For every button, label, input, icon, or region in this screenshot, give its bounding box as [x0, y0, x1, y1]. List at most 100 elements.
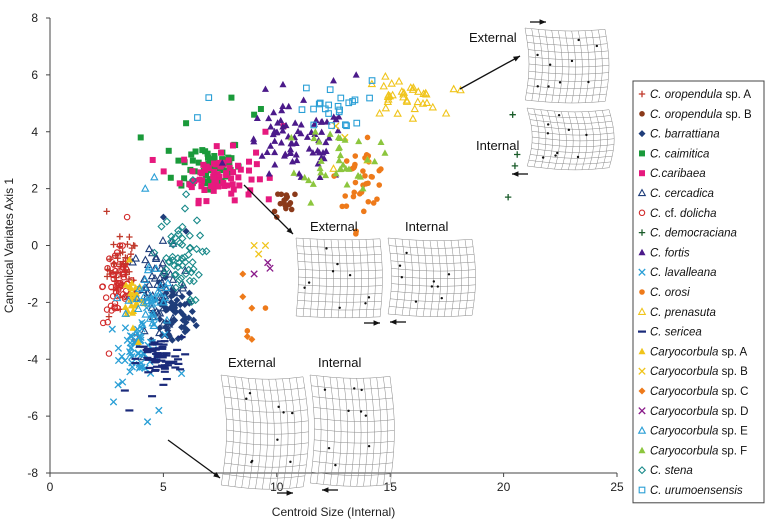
grid-line	[526, 92, 607, 97]
series-18	[287, 128, 389, 206]
data-point	[381, 149, 389, 156]
data-point	[203, 198, 210, 205]
grid-line	[224, 396, 307, 402]
data-point	[322, 171, 330, 179]
data-point	[127, 301, 135, 309]
data-point	[309, 149, 317, 156]
data-point	[176, 301, 184, 309]
data-point	[147, 271, 157, 280]
data-point	[180, 204, 190, 213]
data-point	[192, 216, 202, 225]
data-point	[514, 151, 521, 158]
data-point	[155, 273, 165, 282]
data-point	[310, 134, 318, 142]
data-point	[278, 191, 285, 198]
data-point	[230, 186, 237, 193]
data-point	[214, 171, 221, 178]
landmark-point	[347, 409, 350, 413]
data-point	[339, 161, 347, 168]
data-point	[317, 118, 325, 125]
legend-swatch	[638, 268, 646, 276]
legend-swatch	[638, 407, 646, 415]
data-point	[141, 184, 150, 192]
data-point	[315, 100, 323, 108]
data-point	[146, 291, 155, 299]
data-point	[360, 208, 367, 215]
data-point	[283, 205, 289, 212]
data-point	[414, 87, 423, 95]
data-point	[402, 95, 412, 104]
data-point	[140, 326, 149, 335]
data-point	[184, 265, 193, 274]
data-point	[145, 314, 155, 322]
data-point	[105, 313, 113, 320]
data-point	[393, 109, 402, 117]
data-point	[103, 273, 111, 280]
grid-line	[390, 260, 475, 264]
data-point	[196, 176, 203, 183]
data-point	[129, 290, 137, 297]
landmark-point	[432, 280, 436, 283]
data-point	[216, 159, 223, 166]
grid-line	[224, 462, 307, 468]
series-6	[99, 213, 139, 357]
legend-item: C. oropendula sp. A	[638, 89, 751, 101]
arrow-shaft	[459, 55, 521, 90]
data-point	[301, 173, 309, 181]
legend-label: C. fortis	[650, 247, 690, 259]
grid-line	[531, 148, 614, 153]
grid-line	[387, 237, 473, 241]
data-point	[188, 258, 197, 267]
data-point	[189, 157, 196, 164]
data-point	[157, 222, 166, 231]
landmark-point	[414, 300, 418, 303]
grid-line	[297, 253, 382, 256]
data-point	[159, 213, 167, 221]
data-point	[186, 295, 195, 304]
inset-internal-label: Internal	[318, 355, 361, 370]
landmark-point	[289, 460, 292, 464]
legend-swatch	[638, 248, 646, 256]
legend-label: Caryocorbula sp. F	[650, 445, 747, 457]
data-point	[116, 242, 124, 249]
data-point	[121, 324, 130, 332]
data-point	[217, 163, 224, 170]
landmark-point	[536, 53, 539, 57]
data-point	[201, 186, 208, 193]
data-point	[162, 265, 171, 274]
legend-item: C. cercadica	[637, 188, 714, 200]
data-point	[151, 264, 161, 272]
x-tick-label: 25	[610, 480, 624, 494]
data-point	[266, 174, 273, 181]
grid-line	[526, 107, 533, 167]
data-point	[322, 147, 330, 154]
legend: C. oropendula sp. A C. oropendula sp. B C.…	[632, 80, 765, 504]
inset-external-label: External	[469, 30, 517, 45]
data-point	[189, 168, 196, 175]
data-point	[175, 157, 182, 164]
data-point	[254, 250, 263, 258]
landmark-point	[595, 44, 599, 48]
data-point	[124, 307, 132, 314]
grid-line	[387, 237, 392, 315]
data-point	[104, 264, 111, 272]
data-point	[235, 162, 242, 169]
data-point	[147, 299, 157, 308]
data-point	[150, 312, 159, 321]
data-point	[167, 298, 175, 306]
grid-line	[297, 292, 383, 295]
data-point	[300, 96, 308, 103]
data-point	[449, 84, 458, 93]
data-point	[334, 126, 342, 134]
data-point	[257, 106, 264, 112]
grid-line	[531, 130, 614, 136]
data-point	[326, 130, 334, 137]
legend-swatch	[638, 130, 646, 138]
grid-line	[296, 245, 381, 248]
landmark-point	[570, 59, 574, 63]
data-point	[281, 197, 287, 204]
data-point	[265, 170, 273, 177]
data-point	[135, 333, 144, 341]
data-point	[236, 182, 243, 189]
x-tick-label: 15	[384, 480, 398, 494]
